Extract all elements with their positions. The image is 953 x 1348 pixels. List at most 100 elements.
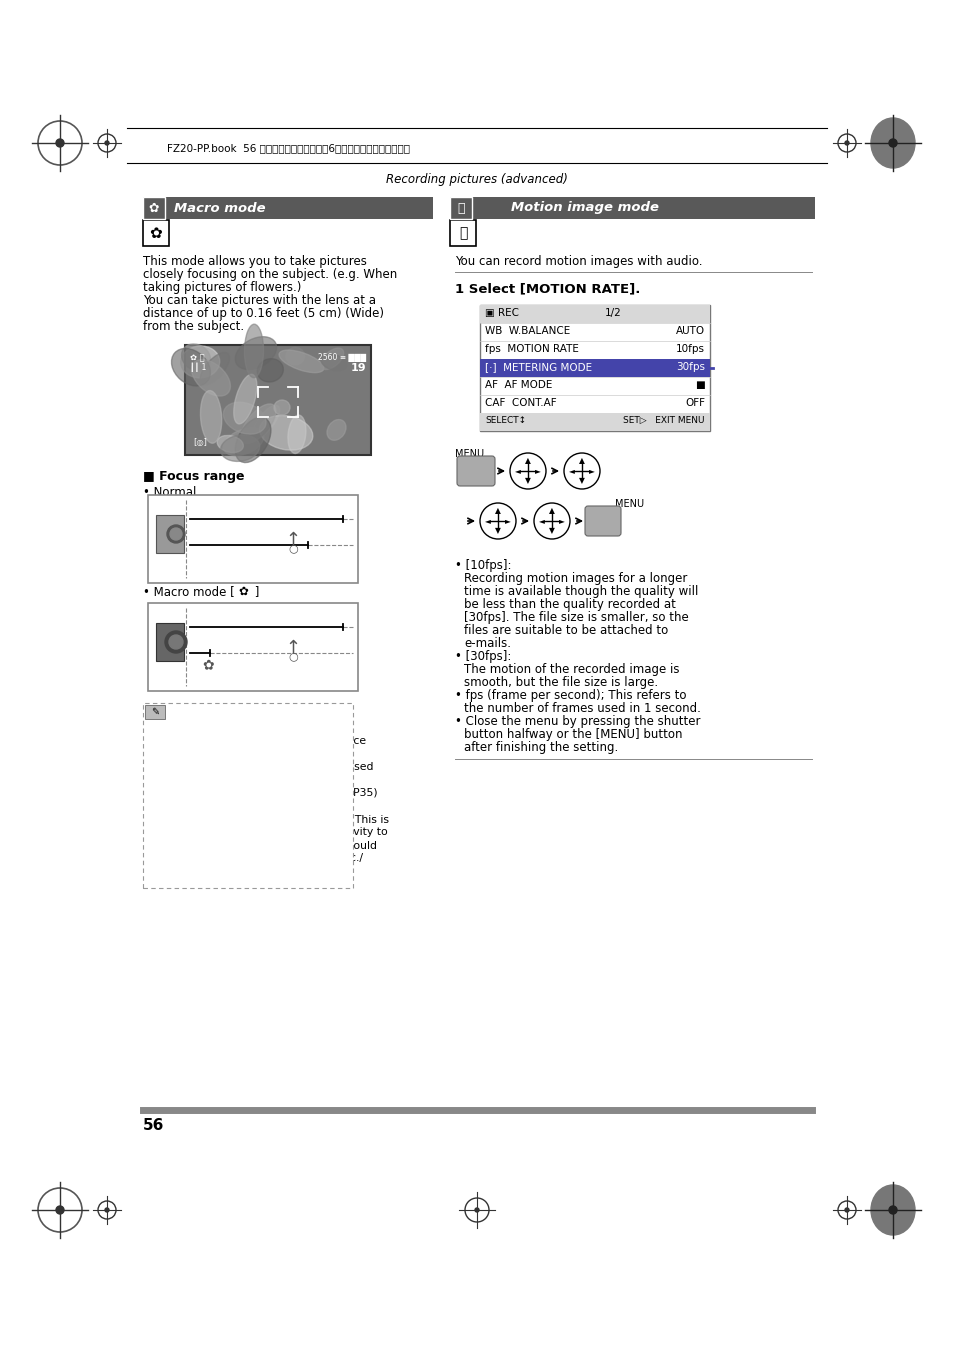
Text: 1/2: 1/2 bbox=[604, 307, 621, 318]
Circle shape bbox=[169, 635, 183, 648]
Text: be less than the quality recorded at: be less than the quality recorded at bbox=[463, 599, 675, 611]
Ellipse shape bbox=[286, 348, 304, 365]
Circle shape bbox=[167, 524, 185, 543]
Text: ○: ○ bbox=[288, 651, 297, 661]
Text: SELECT↕: SELECT↕ bbox=[484, 417, 525, 425]
Text: WB  W.BALANCE: WB W.BALANCE bbox=[484, 326, 570, 336]
Ellipse shape bbox=[233, 375, 256, 423]
Text: ✿: ✿ bbox=[149, 201, 159, 214]
Ellipse shape bbox=[279, 350, 324, 372]
Text: ✿ ⓘ: ✿ ⓘ bbox=[190, 353, 204, 363]
Circle shape bbox=[56, 1206, 64, 1215]
Text: ■ Focus range: ■ Focus range bbox=[143, 470, 244, 483]
Text: MENU: MENU bbox=[455, 449, 483, 460]
Text: files are suitable to be attached to: files are suitable to be attached to bbox=[463, 624, 667, 638]
Ellipse shape bbox=[217, 435, 243, 453]
Text: ◄: ◄ bbox=[484, 516, 491, 526]
Text: from the subject.: from the subject. bbox=[143, 319, 244, 333]
Bar bbox=[156, 623, 184, 661]
Text: 0.98 feet (30 cm) −23.0 feet (7 m). (This is: 0.98 feet (30 cm) −23.0 feet (7 m). (Thi… bbox=[147, 814, 389, 824]
Text: fps  MOTION RATE: fps MOTION RATE bbox=[484, 344, 578, 355]
Text: ↑: ↑ bbox=[285, 531, 300, 549]
Text: You can record motion images with audio.: You can record motion images with audio. bbox=[455, 255, 701, 268]
Text: Recording pictures (advanced): Recording pictures (advanced) bbox=[386, 174, 567, 186]
Text: The motion of the recorded image is: The motion of the recorded image is bbox=[463, 663, 679, 675]
Text: ✎: ✎ bbox=[151, 706, 159, 717]
Ellipse shape bbox=[200, 391, 221, 443]
Text: [◎]: [◎] bbox=[193, 438, 207, 448]
Text: ○: ○ bbox=[288, 543, 297, 553]
Text: ┃┃ 1: ┃┃ 1 bbox=[190, 363, 206, 372]
Text: • We recommend using a tripod.: • We recommend using a tripod. bbox=[147, 723, 325, 733]
Circle shape bbox=[844, 142, 848, 146]
Text: ✿: ✿ bbox=[237, 585, 248, 599]
Ellipse shape bbox=[870, 119, 914, 168]
Circle shape bbox=[56, 139, 64, 147]
Text: Macro mode: Macro mode bbox=[174, 201, 266, 214]
Text: AF  AF MODE: AF AF MODE bbox=[484, 380, 552, 390]
Ellipse shape bbox=[172, 348, 211, 386]
Bar bbox=[143, 220, 169, 245]
Text: • [30fps]:: • [30fps]: bbox=[455, 650, 511, 663]
Bar bbox=[479, 412, 709, 431]
Ellipse shape bbox=[235, 337, 276, 369]
Text: • Macro mode [: • Macro mode [ bbox=[143, 585, 234, 599]
FancyBboxPatch shape bbox=[456, 456, 495, 487]
Text: distance of up to 0.16 feet (5 cm) (Wide): distance of up to 0.16 feet (5 cm) (Wide… bbox=[143, 307, 384, 319]
Text: 10fps: 10fps bbox=[676, 344, 704, 355]
Text: (30 cm): (30 cm) bbox=[209, 541, 247, 551]
Text: SET▷   EXIT MENU: SET▷ EXIT MENU bbox=[623, 417, 704, 425]
Text: ▲: ▲ bbox=[524, 457, 531, 465]
Text: MENU: MENU bbox=[615, 499, 643, 510]
Text: closely focusing on the subject. (e.g. When: closely focusing on the subject. (e.g. W… bbox=[143, 268, 396, 280]
Text: ▲: ▲ bbox=[549, 507, 555, 515]
Text: Motion image mode: Motion image mode bbox=[511, 201, 659, 214]
Text: (200 cm): (200 cm) bbox=[246, 625, 290, 635]
Ellipse shape bbox=[257, 359, 283, 381]
Text: (200 cm): (200 cm) bbox=[246, 518, 290, 527]
Text: beyond the available range from the: beyond the available range from the bbox=[147, 749, 354, 759]
Text: OFF: OFF bbox=[684, 398, 704, 408]
Text: ⛰⛰: ⛰⛰ bbox=[338, 679, 350, 689]
Text: [AUTO]. However, the flash mode should: [AUTO]. However, the flash mode should bbox=[147, 840, 376, 851]
Circle shape bbox=[165, 631, 187, 652]
Ellipse shape bbox=[253, 406, 279, 438]
Text: AUTO: AUTO bbox=[675, 326, 704, 336]
Bar bbox=[148, 495, 357, 582]
Text: • When the camera lens is at a distance: • When the camera lens is at a distance bbox=[147, 736, 366, 745]
Text: ⛰⛰: ⛰⛰ bbox=[338, 572, 350, 581]
Bar bbox=[479, 359, 709, 377]
Text: T: T bbox=[190, 515, 199, 528]
Text: • Normal: • Normal bbox=[143, 487, 196, 499]
Ellipse shape bbox=[288, 415, 306, 453]
Text: Recording motion images for a longer: Recording motion images for a longer bbox=[463, 572, 687, 585]
Ellipse shape bbox=[235, 418, 271, 462]
Text: T: T bbox=[190, 623, 199, 638]
Text: ▼: ▼ bbox=[549, 527, 555, 535]
Text: ▲: ▲ bbox=[578, 457, 584, 465]
Bar bbox=[450, 220, 476, 245]
Text: ↑: ↑ bbox=[285, 639, 300, 656]
Text: [30fps]. The file size is smaller, so the: [30fps]. The file size is smaller, so th… bbox=[463, 611, 688, 624]
Text: You can take pictures with the lens at a: You can take pictures with the lens at a bbox=[143, 294, 375, 307]
Circle shape bbox=[534, 503, 569, 539]
Text: • You can also set the Program shift. (P35): • You can also set the Program shift. (P… bbox=[147, 789, 377, 798]
Text: ⧈: ⧈ bbox=[458, 226, 467, 240]
FancyBboxPatch shape bbox=[143, 704, 353, 888]
Circle shape bbox=[888, 1206, 896, 1215]
Circle shape bbox=[105, 142, 109, 146]
Ellipse shape bbox=[870, 1185, 914, 1235]
Ellipse shape bbox=[259, 415, 313, 450]
Text: time is available though the quality will: time is available though the quality wil… bbox=[463, 585, 698, 599]
Ellipse shape bbox=[321, 355, 347, 371]
Text: ✿: ✿ bbox=[150, 225, 162, 240]
Ellipse shape bbox=[320, 348, 343, 369]
Circle shape bbox=[479, 503, 516, 539]
Bar bbox=[450, 197, 472, 218]
Text: ▣ REC: ▣ REC bbox=[484, 307, 518, 318]
Text: ►: ► bbox=[535, 466, 540, 476]
Circle shape bbox=[105, 1208, 109, 1212]
Text: 30fps: 30fps bbox=[676, 363, 704, 372]
Circle shape bbox=[888, 139, 896, 147]
Text: ►: ► bbox=[504, 516, 511, 526]
